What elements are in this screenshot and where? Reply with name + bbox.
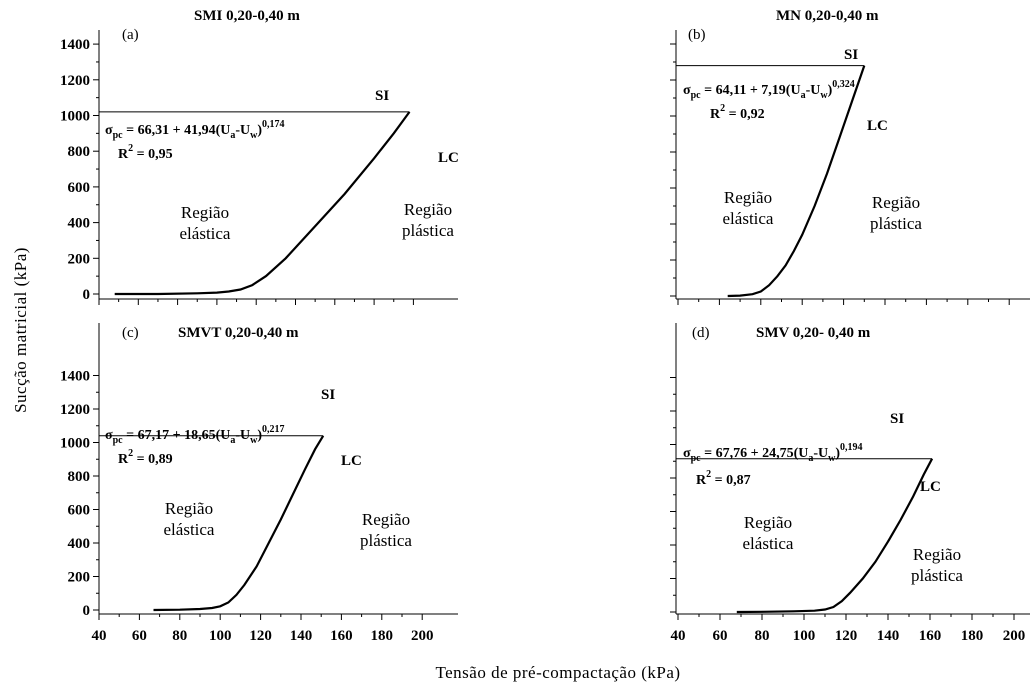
x-axis-title: Tensão de pré-compactação (kPa) [435, 663, 680, 682]
panel-letter: (a) [122, 27, 139, 43]
y-tick-label: 0 [83, 603, 91, 619]
si-label: SI [375, 88, 389, 104]
y-tick-label: 1200 [60, 73, 90, 89]
si-label: SI [890, 411, 904, 427]
region-plastic-label: plástica [870, 214, 922, 233]
y-axis-title: Sucção matricial (kPa) [11, 247, 30, 413]
x-tick-label: 40 [671, 628, 686, 644]
x-tick-label: 160 [330, 628, 353, 644]
si-label: SI [844, 47, 858, 63]
x-tick-label: 180 [371, 628, 394, 644]
region-elastic-label: Região [744, 513, 792, 532]
x-tick-label: 140 [290, 628, 313, 644]
y-tick-label: 600 [68, 503, 91, 519]
y-tick-label: 400 [68, 536, 91, 552]
si-label: SI [321, 387, 335, 403]
region-elastic-label: elástica [164, 520, 215, 539]
y-tick-label: 800 [68, 469, 91, 485]
x-tick-label: 200 [1003, 628, 1026, 644]
y-tick-label: 1000 [60, 109, 90, 125]
x-tick-label: 40 [92, 628, 107, 644]
lc-curve [736, 458, 934, 614]
region-plastic-label: plástica [402, 221, 454, 240]
region-plastic-label: Região [404, 200, 452, 219]
panel-title: MN 0,20-0,40 m [776, 8, 879, 24]
x-tick-label: 180 [961, 628, 984, 644]
panel-letter: (b) [688, 27, 706, 43]
lc-curve [727, 65, 866, 298]
x-tick-label: 80 [755, 628, 770, 644]
y-tick-label: 1400 [60, 369, 90, 385]
chart-panel-3: 0 200 400 600 800 1000 1200 1400 40 60 80 100 120 140… [60, 323, 458, 644]
y-tick-label: 0 [83, 287, 91, 303]
x-tick-label: 160 [919, 628, 942, 644]
chart-panel-1: 0 200 400 600 800 1000 1200 1400 (a) SMI 0,20-0,4… [60, 8, 459, 305]
region-plastic-label: Região [913, 545, 961, 564]
x-tick-label: 120 [249, 628, 272, 644]
x-tick-label: 200 [411, 628, 434, 644]
equation: σpc = 64,11 + 7,19(Ua-Uw)0,324 [683, 79, 855, 101]
lc-curve [153, 435, 325, 612]
panel-title: SMV 0,20- 0,40 m [756, 325, 871, 341]
r-squared: R2 = 0,89 [118, 448, 173, 467]
x-tick-label: 80 [172, 628, 187, 644]
panel-letter: (d) [692, 325, 710, 341]
y-tick-label: 600 [68, 180, 91, 196]
x-tick-label: 60 [132, 628, 147, 644]
y-tick-label: 200 [68, 251, 91, 267]
region-plastic-label: Região [872, 193, 920, 212]
panel-title: SMI 0,20-0,40 m [194, 8, 300, 24]
region-elastic-label: elástica [723, 209, 774, 228]
equation: σpc = 66,31 + 41,94(Ua-Uw)0,174 [105, 119, 285, 141]
lc-label: LC [920, 479, 941, 495]
x-tick-label: 140 [877, 628, 900, 644]
region-elastic-label: elástica [180, 224, 231, 243]
y-tick-label: 1400 [60, 37, 90, 53]
region-plastic-label: plástica [360, 531, 412, 550]
region-plastic-label: Região [362, 510, 410, 529]
r-squared: R2 = 0,87 [696, 469, 751, 488]
y-tick-label: 1200 [60, 402, 90, 418]
region-elastic-label: elástica [743, 534, 794, 553]
region-elastic-label: Região [181, 203, 229, 222]
lc-label: LC [341, 453, 362, 469]
x-tick-label: 120 [835, 628, 858, 644]
equation: σpc = 67,17 + 18,65(Ua-Uw)0,217 [105, 424, 285, 446]
x-tick-label: 100 [209, 628, 232, 644]
y-tick-label: 200 [68, 570, 91, 586]
lc-curve [114, 111, 411, 296]
y-tick-label: 400 [68, 216, 91, 232]
y-tick-label: 800 [68, 144, 91, 160]
r-squared: R2 = 0,92 [710, 103, 765, 122]
panel-title: SMVT 0,20-0,40 m [178, 325, 299, 341]
panel-letter: (c) [122, 325, 139, 341]
region-plastic-label: plástica [911, 566, 963, 585]
chart-panel-2: (b) MN 0,20-0,40 m SI LC σpc = 64,11 + 7,19(… [670, 8, 1030, 305]
y-tick-label: 1000 [60, 436, 90, 452]
region-elastic-label: Região [724, 188, 772, 207]
region-elastic-label: Região [165, 499, 213, 518]
chart-panel-4: 40 60 80 100 120 140 160 180 200 (d) SMV 0,20- 0,4… [670, 323, 1030, 644]
x-tick-label: 60 [713, 628, 728, 644]
r-squared: R2 = 0,95 [118, 143, 173, 162]
lc-label: LC [867, 118, 888, 134]
equation: σpc = 67,76 + 24,75(Ua-Uw)0,194 [683, 442, 863, 464]
lc-label: LC [438, 150, 459, 166]
x-tick-label: 100 [793, 628, 816, 644]
